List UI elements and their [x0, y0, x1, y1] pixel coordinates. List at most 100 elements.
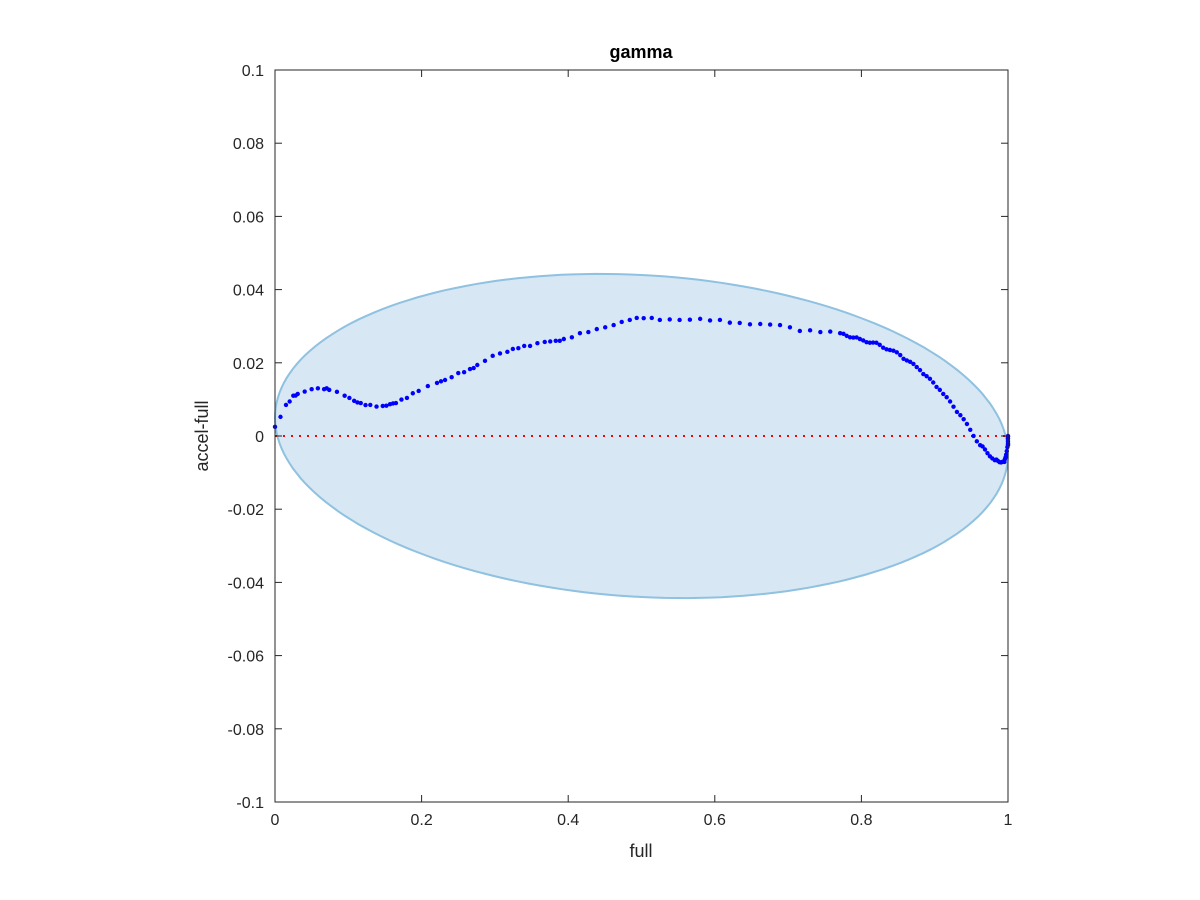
data-point — [934, 384, 939, 390]
x-tick-label: 0.8 — [850, 812, 872, 829]
data-point — [837, 330, 843, 336]
data-point — [283, 402, 289, 408]
data-point — [295, 391, 300, 397]
y-tick-label: 0.08 — [233, 136, 264, 153]
data-point — [380, 403, 385, 409]
data-point — [854, 335, 859, 340]
y-tick-label: -0.1 — [236, 795, 264, 812]
data-point — [787, 325, 793, 330]
data-point — [374, 404, 379, 409]
data-point — [874, 340, 879, 345]
data-point — [864, 339, 869, 345]
data-point — [797, 328, 803, 334]
data-point — [887, 347, 893, 353]
data-point — [425, 383, 431, 389]
data-point — [707, 318, 713, 323]
data-point — [911, 361, 916, 367]
x-tick-label: 0.6 — [704, 812, 726, 829]
data-point — [490, 353, 495, 359]
data-point — [921, 371, 926, 377]
data-point — [841, 331, 846, 336]
data-point — [497, 351, 503, 356]
data-point — [627, 317, 632, 323]
data-point — [657, 317, 663, 323]
data-point — [315, 386, 321, 391]
data-point — [758, 321, 763, 327]
data-point — [449, 375, 454, 380]
data-point — [634, 315, 639, 321]
data-point — [687, 317, 693, 322]
data-point — [677, 317, 682, 323]
data-point — [818, 329, 823, 335]
data-point — [861, 338, 866, 343]
data-point — [958, 412, 963, 418]
data-point — [434, 380, 440, 386]
data-point — [968, 427, 973, 432]
x-tick-label: 1 — [1004, 812, 1013, 829]
data-point — [347, 395, 352, 401]
data-point — [410, 391, 416, 396]
y-tick-label: 0.1 — [242, 63, 264, 80]
data-point — [927, 376, 933, 382]
data-point — [717, 317, 723, 323]
data-point — [522, 343, 527, 349]
x-axis-label: full — [629, 841, 652, 861]
data-point — [548, 339, 553, 344]
data-point — [561, 336, 567, 342]
chart-title: gamma — [609, 42, 673, 62]
data-point — [368, 402, 373, 408]
data-point — [901, 356, 906, 361]
data-point — [891, 348, 896, 353]
x-tick-label: 0.2 — [410, 812, 432, 829]
data-point — [941, 391, 946, 397]
data-point — [527, 343, 533, 349]
data-point — [334, 389, 340, 395]
data-point — [904, 358, 910, 363]
data-point — [393, 400, 399, 406]
data-point — [980, 444, 985, 449]
data-point — [577, 330, 583, 336]
data-point — [309, 386, 314, 392]
data-point — [961, 417, 966, 422]
data-point — [586, 329, 591, 335]
data-point — [951, 404, 956, 409]
data-point — [937, 387, 943, 393]
data-point — [475, 362, 480, 368]
data-point — [954, 409, 960, 415]
data-point — [467, 366, 473, 372]
data-point — [557, 338, 562, 343]
data-point — [844, 333, 849, 339]
data-point — [747, 322, 753, 327]
data-point — [944, 395, 949, 400]
data-point — [1003, 452, 1009, 457]
data-point — [867, 340, 873, 345]
data-point — [641, 315, 646, 321]
data-point — [363, 402, 368, 408]
x-tick-label: 0.4 — [557, 812, 579, 829]
data-point — [542, 339, 547, 345]
y-tick-label: -0.08 — [228, 722, 265, 739]
confidence-ellipse — [273, 272, 1010, 600]
data-point — [416, 388, 421, 394]
data-point — [974, 439, 980, 444]
data-point — [461, 370, 467, 375]
data-point — [697, 316, 703, 322]
y-tick-label: -0.04 — [228, 575, 265, 592]
y-tick-label: 0.04 — [233, 283, 264, 300]
data-point — [456, 370, 461, 376]
data-point — [894, 350, 900, 355]
data-point — [619, 319, 624, 325]
data-point — [505, 349, 510, 355]
data-point — [847, 335, 853, 340]
data-point — [302, 389, 307, 394]
data-point — [399, 397, 404, 402]
data-point — [594, 326, 599, 332]
data-point — [964, 421, 970, 427]
data-point — [884, 347, 889, 352]
data-point — [603, 325, 608, 330]
data-point — [777, 322, 783, 328]
data-point — [807, 328, 813, 333]
data-point — [355, 400, 360, 405]
data-point — [985, 450, 990, 456]
data-point — [870, 340, 876, 345]
